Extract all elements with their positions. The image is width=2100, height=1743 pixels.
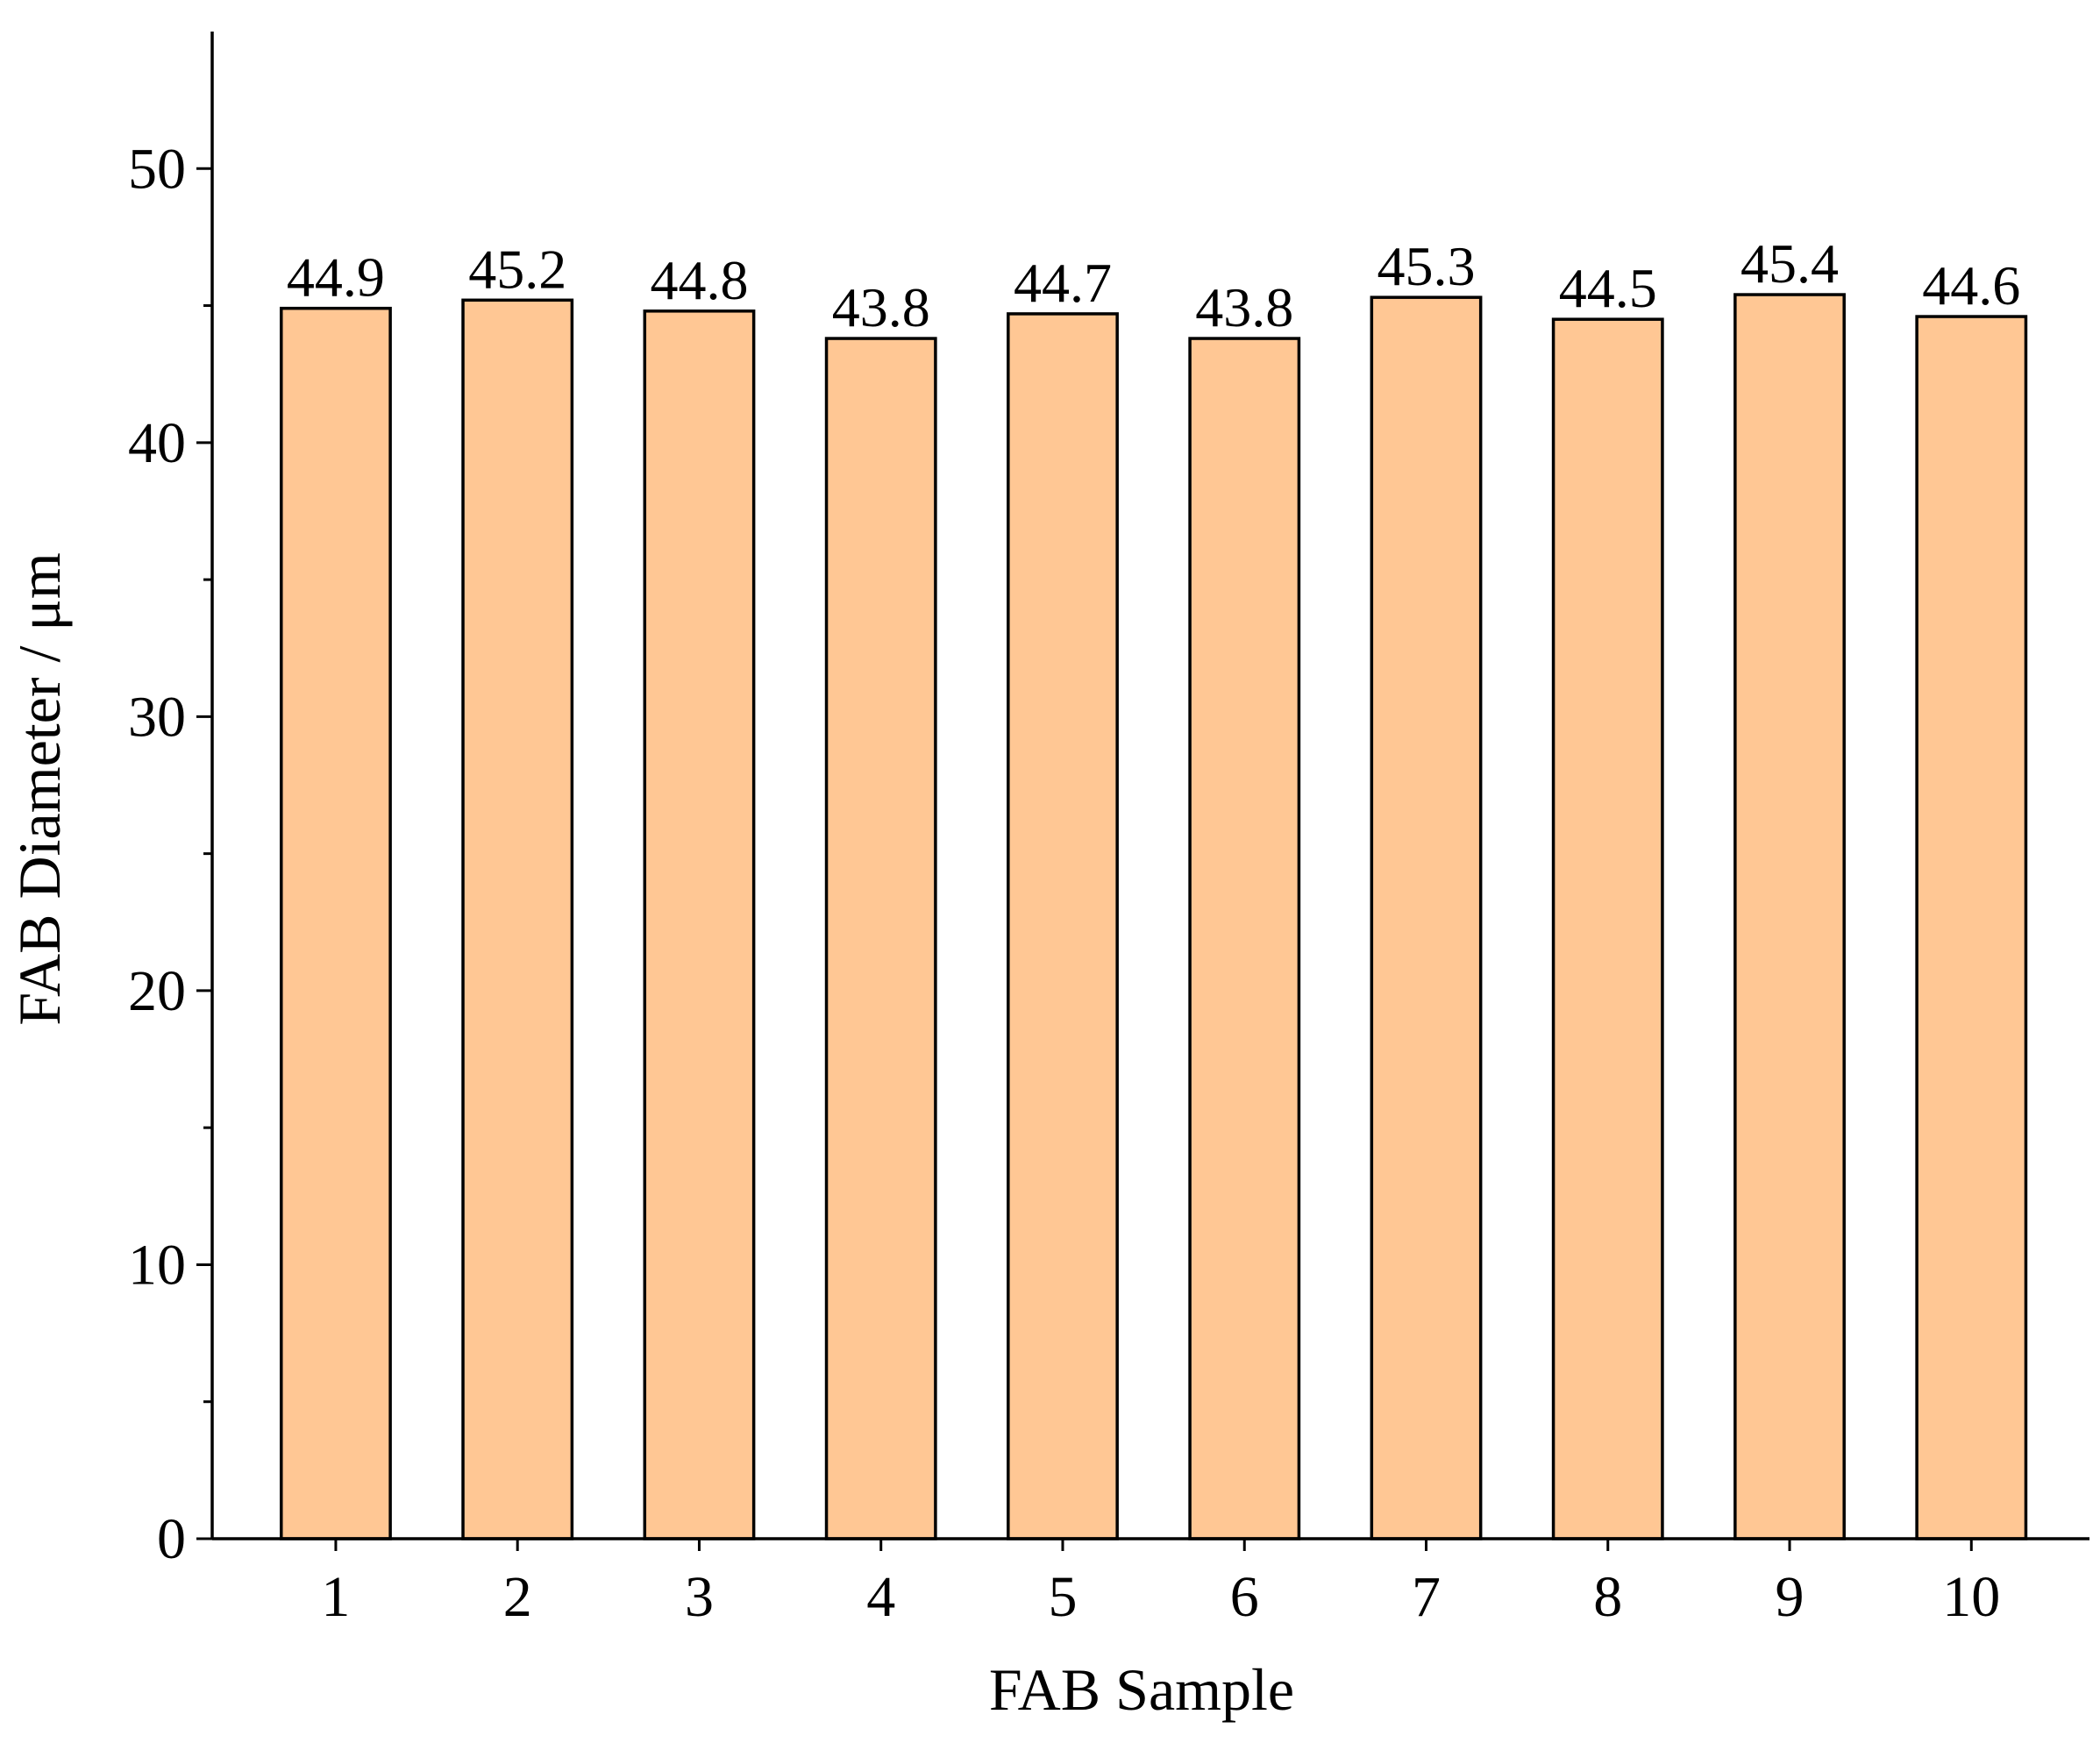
y-axis-title: FAB Diameter / μm bbox=[6, 552, 73, 1025]
x-axis-title: FAB Sample bbox=[989, 1656, 1294, 1723]
y-tick-label-0: 0 bbox=[157, 1507, 186, 1571]
bar-value-label-10: 44.6 bbox=[1922, 254, 2020, 317]
bar-value-label-5: 44.7 bbox=[1014, 252, 1112, 314]
bar-value-label-4: 43.8 bbox=[832, 276, 930, 338]
bar-1 bbox=[280, 306, 392, 1540]
y-tick-label-30: 30 bbox=[128, 685, 186, 749]
axes-layer: 1 2 3 4 5 6 7 8 9 10 0 10 20 30 40 50 bbox=[128, 32, 2089, 1629]
bar-8 bbox=[1551, 317, 1664, 1540]
x-tick-label-2: 2 bbox=[503, 1565, 532, 1629]
x-tick-label-10: 10 bbox=[1942, 1565, 2000, 1629]
bar-7 bbox=[1370, 295, 1483, 1540]
bar-9 bbox=[1733, 293, 1846, 1540]
x-tick-label-4: 4 bbox=[866, 1565, 895, 1629]
bar-2 bbox=[461, 298, 574, 1540]
bar-3 bbox=[643, 309, 756, 1540]
x-tick-label-5: 5 bbox=[1048, 1565, 1077, 1629]
bar-value-label-3: 44.8 bbox=[650, 249, 748, 311]
bar-value-label-8: 44.5 bbox=[1559, 257, 1657, 319]
bar-10 bbox=[1915, 315, 2028, 1540]
x-tick-label-9: 9 bbox=[1776, 1565, 1805, 1629]
x-tick-label-8: 8 bbox=[1593, 1565, 1622, 1629]
bar-labels-layer: 44.9 45.2 44.8 43.8 44.7 43.8 45.3 44.5 45.4 44.6 bbox=[287, 232, 2020, 338]
x-tick-label-3: 3 bbox=[685, 1565, 714, 1629]
bar-value-label-6: 43.8 bbox=[1195, 276, 1293, 338]
y-tick-label-40: 40 bbox=[128, 411, 186, 475]
bar-value-label-9: 45.4 bbox=[1741, 232, 1839, 295]
bars-layer bbox=[280, 293, 2028, 1540]
x-tick-label-7: 7 bbox=[1412, 1565, 1441, 1629]
bar-5 bbox=[1007, 312, 1119, 1540]
y-tick-label-10: 10 bbox=[128, 1233, 186, 1297]
bar-4 bbox=[824, 337, 937, 1540]
bar-6 bbox=[1188, 337, 1301, 1540]
y-tick-label-50: 50 bbox=[128, 137, 186, 201]
bar-value-label-7: 45.3 bbox=[1377, 235, 1475, 297]
bar-value-label-1: 44.9 bbox=[287, 246, 385, 309]
x-tick-label-6: 6 bbox=[1230, 1565, 1259, 1629]
bar-value-label-2: 45.2 bbox=[468, 238, 566, 300]
x-tick-label-1: 1 bbox=[321, 1565, 350, 1629]
y-tick-label-20: 20 bbox=[128, 959, 186, 1023]
